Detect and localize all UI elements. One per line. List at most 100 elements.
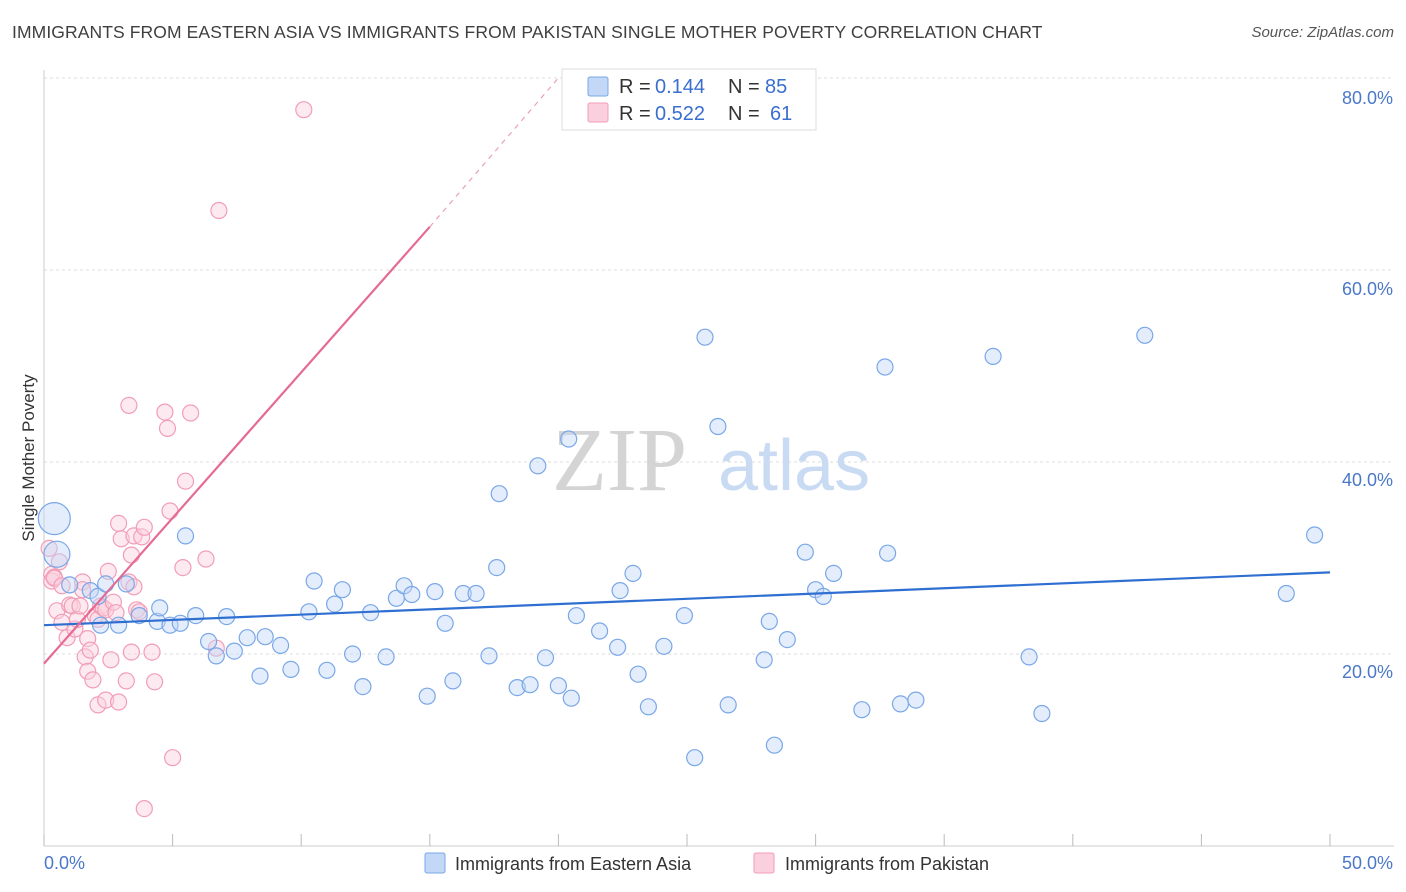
bottom-legend-swatch-pakistan xyxy=(753,852,775,874)
data-point-eastern-asia xyxy=(37,501,71,536)
data-point-eastern-asia xyxy=(490,485,508,503)
data-point-eastern-asia xyxy=(171,614,189,632)
data-point-eastern-asia xyxy=(876,358,894,376)
data-point-pakistan xyxy=(161,502,179,520)
data-point-pakistan xyxy=(104,593,123,611)
legend-r-value-1: 0.144 xyxy=(655,76,705,98)
data-point-eastern-asia xyxy=(326,595,344,613)
x-ticks xyxy=(43,834,1331,846)
data-point-pakistan xyxy=(122,546,140,564)
data-point-pakistan xyxy=(40,539,58,558)
data-point-pakistan xyxy=(130,603,148,621)
data-point-pakistan xyxy=(156,403,174,421)
data-point-eastern-asia xyxy=(444,672,462,690)
data-point-eastern-asia xyxy=(567,606,586,625)
data-point-eastern-asia xyxy=(629,665,647,683)
y-tick-label-80: 80.0% xyxy=(1342,88,1393,108)
data-point-eastern-asia xyxy=(765,736,784,754)
trend-line-eastern-asia xyxy=(43,571,1331,627)
data-point-eastern-asia xyxy=(549,677,568,695)
data-point-pakistan xyxy=(120,573,138,591)
chart-title: IMMIGRANTS FROM EASTERN ASIA VS IMMIGRAN… xyxy=(12,22,1043,42)
data-point-pakistan xyxy=(99,562,117,581)
data-point-pakistan xyxy=(122,643,140,661)
data-point-eastern-asia xyxy=(560,430,578,448)
data-point-pakistan xyxy=(210,201,228,220)
data-point-eastern-asia xyxy=(238,629,256,647)
data-point-pakistan xyxy=(176,472,195,490)
correlation-legend: R = 0.144 N = 85 R = 0.522 N = 61 xyxy=(561,68,817,131)
data-point-eastern-asia xyxy=(117,575,135,593)
data-point-eastern-asia xyxy=(824,564,843,583)
data-point-eastern-asia xyxy=(624,564,642,583)
gridlines xyxy=(44,77,1394,655)
data-point-pakistan xyxy=(81,641,99,659)
data-point-eastern-asia xyxy=(225,642,243,660)
data-point-pakistan xyxy=(174,558,192,577)
data-point-pakistan xyxy=(84,671,102,689)
bottom-legend-label-pakistan: Immigrants from Pakistan xyxy=(785,854,989,874)
x-tick-label-max: 50.0% xyxy=(1342,853,1393,873)
data-point-eastern-asia xyxy=(655,637,673,655)
data-point-eastern-asia xyxy=(282,660,300,679)
legend-n-label-1: N = xyxy=(728,76,760,98)
data-point-eastern-asia xyxy=(91,616,110,634)
y-tick-label-20: 20.0% xyxy=(1342,662,1393,682)
trend-line-pakistan xyxy=(43,226,431,665)
data-point-eastern-asia xyxy=(454,584,472,603)
data-point-eastern-asia xyxy=(675,606,694,625)
legend-n-value-1: 85 xyxy=(765,76,787,98)
data-point-pakistan xyxy=(117,672,135,690)
legend-n-label-2: N = xyxy=(728,103,760,125)
data-point-eastern-asia xyxy=(256,628,274,646)
data-point-eastern-asia xyxy=(200,632,218,651)
data-point-eastern-asia xyxy=(426,582,444,601)
data-point-eastern-asia xyxy=(814,587,832,606)
data-point-eastern-asia xyxy=(130,606,148,625)
data-point-pakistan xyxy=(133,528,151,546)
data-point-eastern-asia xyxy=(467,584,485,603)
data-point-eastern-asia xyxy=(151,599,169,617)
data-point-eastern-asia xyxy=(878,544,897,562)
data-point-pakistan xyxy=(97,691,115,709)
data-point-eastern-asia xyxy=(796,543,814,561)
data-point-eastern-asia xyxy=(488,558,506,577)
series-eastern-asia-points xyxy=(37,326,1324,767)
data-point-pakistan xyxy=(158,419,177,437)
data-point-pakistan xyxy=(164,749,182,767)
data-point-eastern-asia xyxy=(377,648,395,666)
data-point-eastern-asia xyxy=(43,540,71,568)
series-legend: Immigrants from Eastern Asia Immigrants … xyxy=(424,852,989,874)
bottom-legend-swatch-eastern-asia xyxy=(424,852,446,874)
data-point-pakistan xyxy=(197,550,215,568)
data-point-eastern-asia xyxy=(536,649,555,667)
data-point-eastern-asia xyxy=(89,587,107,606)
data-point-eastern-asia xyxy=(418,687,436,705)
series-pakistan-points xyxy=(40,101,313,818)
data-point-eastern-asia xyxy=(436,614,454,632)
legend-n-value-2: 61 xyxy=(770,103,792,125)
data-point-eastern-asia xyxy=(1020,648,1038,666)
data-point-pakistan xyxy=(109,693,128,711)
data-point-eastern-asia xyxy=(97,575,115,593)
data-point-eastern-asia xyxy=(508,678,526,697)
legend-r-label-2: R = xyxy=(619,103,651,125)
bottom-legend-label-eastern-asia: Immigrants from Eastern Asia xyxy=(455,854,692,874)
y-axis-label: Single Mother Poverty xyxy=(19,374,38,542)
data-point-eastern-asia xyxy=(305,572,323,590)
y-tick-label-60: 60.0% xyxy=(1342,279,1393,299)
data-point-eastern-asia xyxy=(778,630,796,649)
data-point-pakistan xyxy=(146,673,164,691)
data-point-pakistan xyxy=(79,662,97,680)
legend-r-label-1: R = xyxy=(619,76,651,98)
data-point-eastern-asia xyxy=(318,661,336,679)
data-point-pakistan xyxy=(102,651,120,669)
data-point-pakistan xyxy=(71,597,89,615)
y-tick-label-40: 40.0% xyxy=(1342,470,1393,490)
data-point-eastern-asia xyxy=(1033,704,1051,723)
data-point-eastern-asia xyxy=(109,616,128,634)
data-point-eastern-asia xyxy=(1136,326,1154,344)
data-point-eastern-asia xyxy=(333,581,351,599)
data-point-eastern-asia xyxy=(611,581,629,600)
